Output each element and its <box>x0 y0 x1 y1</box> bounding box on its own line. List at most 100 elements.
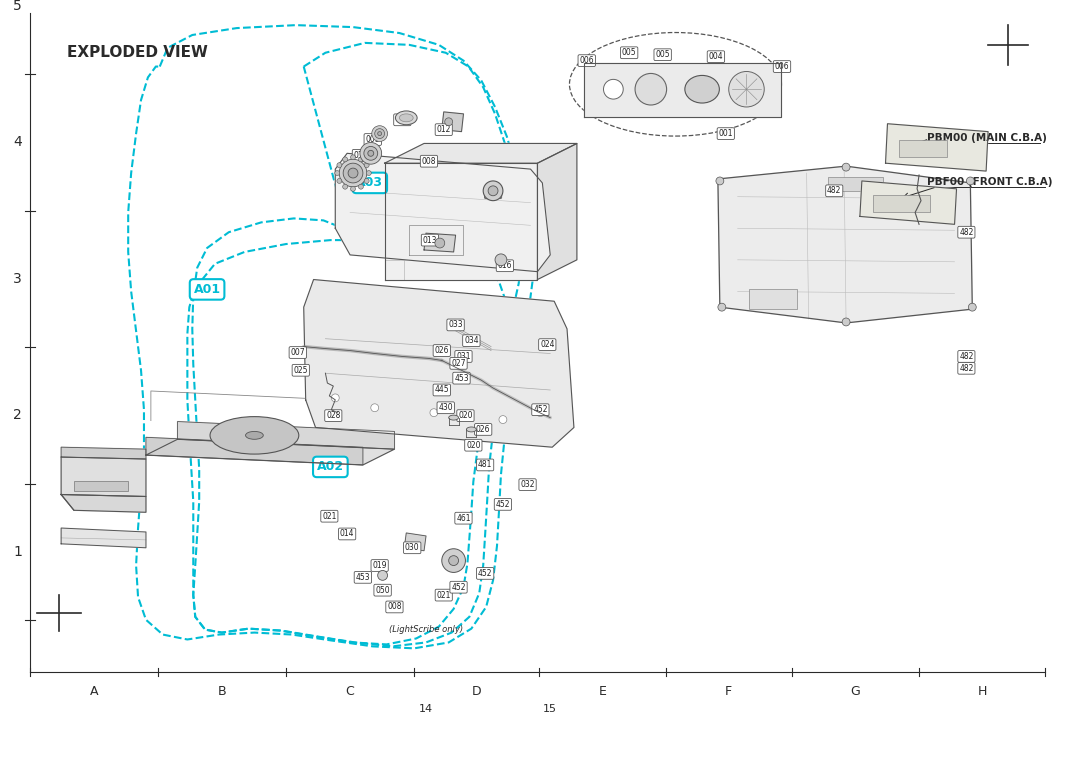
Ellipse shape <box>210 417 299 454</box>
Text: 006: 006 <box>774 62 789 71</box>
Polygon shape <box>384 143 577 163</box>
Text: 482: 482 <box>959 364 973 373</box>
Text: 005: 005 <box>656 50 670 60</box>
Text: 430: 430 <box>438 403 453 412</box>
Text: 030: 030 <box>405 543 419 552</box>
Text: (LightScribe only): (LightScribe only) <box>389 625 463 634</box>
Circle shape <box>635 73 666 105</box>
Polygon shape <box>584 63 781 117</box>
Polygon shape <box>62 457 146 497</box>
FancyBboxPatch shape <box>873 195 930 212</box>
Text: 006: 006 <box>580 56 594 65</box>
Text: 010: 010 <box>353 151 368 159</box>
Circle shape <box>499 416 507 423</box>
FancyBboxPatch shape <box>900 140 947 157</box>
Text: PBM00 (MAIN C.B.A): PBM00 (MAIN C.B.A) <box>927 134 1047 143</box>
Text: 026: 026 <box>476 425 490 434</box>
Text: 024: 024 <box>540 340 554 349</box>
Circle shape <box>364 146 378 160</box>
Polygon shape <box>409 225 463 255</box>
Polygon shape <box>62 447 146 459</box>
Circle shape <box>366 171 372 175</box>
Text: 014: 014 <box>340 530 354 539</box>
Polygon shape <box>146 439 394 465</box>
Circle shape <box>335 171 340 175</box>
Polygon shape <box>886 124 988 171</box>
Circle shape <box>537 409 544 417</box>
Circle shape <box>372 126 388 141</box>
Ellipse shape <box>448 415 459 420</box>
Text: 452: 452 <box>496 500 510 509</box>
Text: 481: 481 <box>478 460 492 469</box>
Text: 452: 452 <box>534 405 548 414</box>
Circle shape <box>337 163 342 168</box>
Circle shape <box>604 79 623 99</box>
Polygon shape <box>404 533 426 551</box>
Text: 482: 482 <box>959 227 973 237</box>
Ellipse shape <box>245 431 264 439</box>
Text: G: G <box>851 685 861 698</box>
Text: A02: A02 <box>316 460 343 473</box>
Ellipse shape <box>395 111 417 124</box>
Text: E: E <box>598 685 607 698</box>
Polygon shape <box>303 279 573 447</box>
Text: 012: 012 <box>436 125 451 134</box>
Text: 3: 3 <box>13 272 22 285</box>
Circle shape <box>364 179 369 183</box>
Text: 011: 011 <box>343 166 359 175</box>
Polygon shape <box>538 143 577 279</box>
Text: 5: 5 <box>13 0 22 14</box>
Text: 021: 021 <box>322 512 337 520</box>
Circle shape <box>375 129 384 139</box>
Text: 034: 034 <box>464 336 478 345</box>
Text: 013: 013 <box>422 236 437 245</box>
Text: 461: 461 <box>456 513 471 523</box>
Circle shape <box>445 118 453 126</box>
Text: 007: 007 <box>291 348 306 357</box>
Circle shape <box>351 186 355 192</box>
Polygon shape <box>424 233 456 252</box>
Circle shape <box>364 163 369 168</box>
Text: 016: 016 <box>498 261 512 270</box>
Polygon shape <box>860 181 957 224</box>
Text: A: A <box>90 685 98 698</box>
Circle shape <box>442 549 465 572</box>
Circle shape <box>351 155 355 159</box>
Circle shape <box>483 181 503 201</box>
Circle shape <box>430 409 437 417</box>
Text: A03: A03 <box>356 176 383 189</box>
Text: 008: 008 <box>388 603 402 611</box>
Circle shape <box>969 303 976 311</box>
Text: 020: 020 <box>467 441 481 449</box>
Text: 482: 482 <box>827 186 841 195</box>
Ellipse shape <box>400 114 414 122</box>
Text: 008: 008 <box>421 156 436 166</box>
Text: 453: 453 <box>355 573 370 582</box>
Circle shape <box>435 238 445 248</box>
Circle shape <box>378 571 388 581</box>
Text: 031: 031 <box>456 352 471 361</box>
Circle shape <box>343 163 363 183</box>
Text: 050: 050 <box>375 586 390 594</box>
Circle shape <box>488 186 498 196</box>
Polygon shape <box>442 112 463 132</box>
Circle shape <box>342 157 348 162</box>
Text: PBF00 (FRONT C.B.A): PBF00 (FRONT C.B.A) <box>927 177 1052 187</box>
Text: 452: 452 <box>451 583 465 592</box>
Text: 445: 445 <box>434 385 449 394</box>
Text: 001: 001 <box>718 129 733 138</box>
Polygon shape <box>718 166 972 323</box>
Text: C: C <box>346 685 354 698</box>
Text: 482: 482 <box>959 352 973 361</box>
Text: 005: 005 <box>622 48 636 57</box>
Circle shape <box>718 303 726 311</box>
Text: 025: 025 <box>294 365 308 375</box>
Text: 033: 033 <box>448 320 463 330</box>
Circle shape <box>339 159 367 187</box>
Circle shape <box>359 184 363 189</box>
Circle shape <box>967 177 974 185</box>
Text: F: F <box>725 685 732 698</box>
Circle shape <box>370 404 379 412</box>
Circle shape <box>348 168 357 178</box>
FancyBboxPatch shape <box>828 177 882 191</box>
